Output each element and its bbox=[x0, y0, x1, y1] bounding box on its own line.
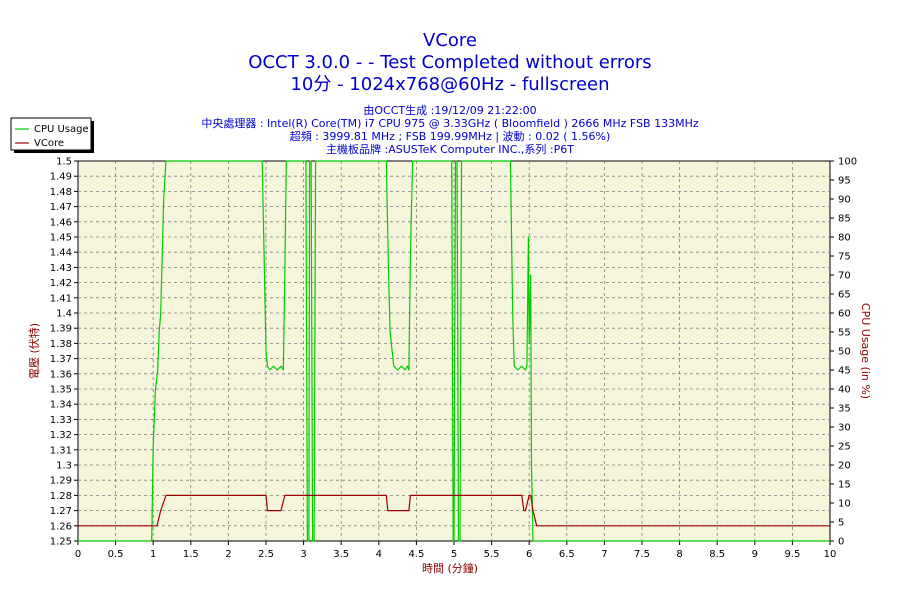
y-left-tick-label: 1.49 bbox=[50, 172, 72, 183]
y-right-tick-label: 45 bbox=[838, 366, 851, 377]
cpu-usage-line bbox=[78, 160, 830, 542]
y-right-tick-label: 90 bbox=[838, 195, 851, 206]
y-axis-right-label: CPU Usage (in %) bbox=[859, 303, 872, 399]
x-tick-label: 6 bbox=[526, 549, 532, 560]
y-right-tick-label: 35 bbox=[838, 404, 851, 415]
x-tick-label: 1 bbox=[150, 549, 156, 560]
y-left-tick-label: 1.4 bbox=[56, 309, 72, 320]
y-left-tick-label: 1.46 bbox=[50, 217, 72, 228]
x-tick-label: 0 bbox=[75, 549, 81, 560]
x-tick-label: 8 bbox=[676, 549, 682, 560]
chart-subtitle-2: 10分 - 1024x768@60Hz - fullscreen bbox=[290, 74, 609, 95]
series-lines bbox=[78, 160, 830, 542]
y-right-tick-label: 80 bbox=[838, 233, 851, 244]
y-left-tick-label: 1.47 bbox=[50, 202, 72, 213]
chart-subtitle-1: OCCT 3.0.0 - - Test Completed without er… bbox=[248, 52, 651, 73]
y-left-tick-label: 1.32 bbox=[50, 430, 72, 441]
x-tick-label: 7.5 bbox=[634, 549, 650, 560]
y-right-tick-label: 40 bbox=[838, 385, 851, 396]
y-axis-left-label: 電壓 (伏特) bbox=[27, 323, 41, 379]
legend-box bbox=[10, 117, 92, 151]
x-tick-label: 4 bbox=[376, 549, 382, 560]
info-motherboard: 主機板品牌 :ASUSTeK Computer INC.,系列 :P6T bbox=[326, 142, 574, 156]
x-tick-label: 0.5 bbox=[108, 549, 124, 560]
x-tick-label: 7 bbox=[601, 549, 607, 560]
y-right-tick-label: 0 bbox=[838, 537, 844, 548]
x-axis-label: 時間 (分鐘) bbox=[422, 561, 478, 575]
legend-label-vcore: VCore bbox=[34, 138, 64, 149]
y-left-tick-label: 1.5 bbox=[56, 157, 72, 168]
y-right-tick-label: 50 bbox=[838, 347, 851, 358]
y-left-tick-label: 1.25 bbox=[50, 537, 72, 548]
x-tick-label: 5.5 bbox=[484, 549, 500, 560]
y-left-tick-label: 1.38 bbox=[50, 339, 72, 350]
y-right-tick-label: 70 bbox=[838, 271, 851, 282]
vcore-line bbox=[78, 494, 830, 527]
y-right-tick-label: 30 bbox=[838, 423, 851, 434]
y-right-tick-label: 65 bbox=[838, 290, 851, 301]
y-left-tick-label: 1.28 bbox=[50, 491, 72, 502]
info-generated: 由OCCT生成 :19/12/09 21:22:00 bbox=[363, 103, 536, 117]
x-tick-label: 10 bbox=[824, 549, 837, 560]
y-left-tick-label: 1.37 bbox=[50, 354, 72, 365]
x-tick-label: 3.5 bbox=[333, 549, 349, 560]
y-left-tick-label: 1.41 bbox=[50, 293, 72, 304]
x-tick-label: 4.5 bbox=[408, 549, 424, 560]
y-left-tick-label: 1.45 bbox=[50, 233, 72, 244]
y-right-tick-label: 60 bbox=[838, 309, 851, 320]
x-tick-label: 9.5 bbox=[784, 549, 800, 560]
y-axis-right-ticks: 0 5 10 15 20 25 30 35 40 45 50 55 60 65 70 75 80 85 90 95 10… bbox=[830, 157, 857, 548]
y-right-tick-label: 85 bbox=[838, 214, 851, 225]
x-tick-label: 6.5 bbox=[559, 549, 575, 560]
legend: CPU Usage VCore bbox=[10, 117, 94, 153]
y-right-tick-label: 100 bbox=[838, 157, 857, 168]
x-tick-label: 5 bbox=[451, 549, 457, 560]
x-tick-label: 3 bbox=[300, 549, 306, 560]
y-left-tick-label: 1.26 bbox=[50, 521, 72, 532]
chart-title: VCore bbox=[423, 30, 477, 51]
y-left-tick-label: 1.48 bbox=[50, 187, 72, 198]
info-cpu: 中央處理器 : Intel(R) Core(TM) i7 CPU 975 @ 3… bbox=[201, 116, 699, 130]
y-right-tick-label: 20 bbox=[838, 461, 851, 472]
x-tick-label: 9 bbox=[752, 549, 758, 560]
y-left-tick-label: 1.29 bbox=[50, 476, 72, 487]
y-right-tick-label: 15 bbox=[838, 480, 851, 491]
y-left-tick-label: 1.35 bbox=[50, 385, 72, 396]
y-left-tick-label: 1.33 bbox=[50, 415, 72, 426]
y-left-tick-label: 1.3 bbox=[56, 461, 72, 472]
y-right-tick-label: 75 bbox=[838, 252, 851, 263]
y-left-tick-label: 1.39 bbox=[50, 324, 72, 335]
x-tick-label: 2.5 bbox=[258, 549, 274, 560]
x-tick-label: 1.5 bbox=[183, 549, 199, 560]
legend-label-cpu-usage: CPU Usage bbox=[34, 124, 89, 135]
y-left-tick-label: 1.31 bbox=[50, 445, 72, 456]
y-left-tick-label: 1.44 bbox=[50, 248, 72, 259]
x-axis-ticks: 0 0.5 1 1.5 2 2.5 3 3.5 4 4.5 5 5.5 6 6.5 7 7.5 8 8.5 9 9.5… bbox=[75, 541, 837, 560]
y-left-tick-label: 1.36 bbox=[50, 369, 72, 380]
y-left-tick-label: 1.27 bbox=[50, 506, 72, 517]
y-left-tick-label: 1.42 bbox=[50, 278, 72, 289]
y-left-tick-label: 1.34 bbox=[50, 400, 72, 411]
y-right-tick-label: 10 bbox=[838, 499, 851, 510]
info-overclock: 超頻 : 3999.81 MHz ; FSB 199.99MHz | 波動 : … bbox=[290, 129, 611, 143]
x-tick-label: 8.5 bbox=[709, 549, 725, 560]
y-right-tick-label: 5 bbox=[838, 518, 844, 529]
y-axis-left-ticks: 1.25 1.26 1.27 1.28 1.29 1.3 1.31 1.32 1.33 1.34 1… bbox=[50, 157, 78, 548]
y-left-tick-label: 1.43 bbox=[50, 263, 72, 274]
x-tick-label: 2 bbox=[225, 549, 231, 560]
y-right-tick-label: 55 bbox=[838, 328, 851, 339]
y-right-tick-label: 25 bbox=[838, 442, 851, 453]
y-right-tick-label: 95 bbox=[838, 176, 851, 187]
